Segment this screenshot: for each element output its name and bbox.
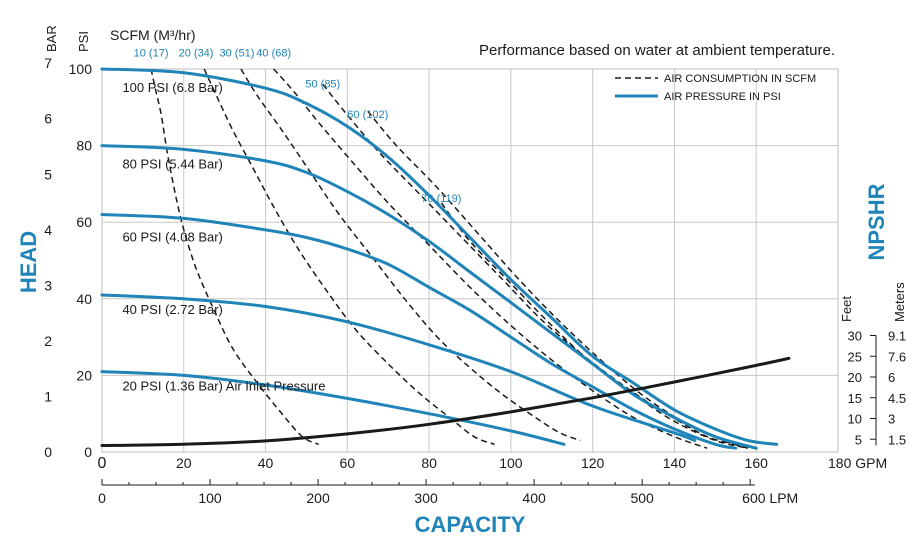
performance-note: Performance based on water at ambient te… bbox=[479, 42, 835, 59]
air-consumption-curve bbox=[367, 110, 749, 449]
x-lpm-tick-label: 600 LPM bbox=[742, 490, 798, 506]
y-bar-tick-label: 1 bbox=[44, 388, 52, 404]
y-psi-tick-label: 100 bbox=[69, 61, 93, 77]
air-consumption-curve bbox=[440, 202, 749, 449]
y-psi-tick-label: 60 bbox=[76, 214, 92, 230]
npshr-feet-tick-label: 20 bbox=[848, 370, 862, 385]
air-pressure-curve bbox=[100, 293, 697, 442]
pressure-label: 60 PSI (4.08 Bar) bbox=[122, 229, 222, 244]
pressure-curves bbox=[100, 67, 779, 450]
y-bar-tick-label: 6 bbox=[44, 111, 52, 127]
air-pressure-curve bbox=[100, 144, 758, 450]
x-lpm-tick-label: 0 bbox=[98, 490, 106, 506]
y-bar-tick-label: 0 bbox=[44, 444, 52, 460]
consumption-label: 50 (85) bbox=[305, 78, 340, 90]
air-pressure-curve bbox=[100, 67, 779, 446]
npshr-meters-header: Meters bbox=[892, 282, 907, 322]
curve-labels: 10 (17) 20 (34) 30 (51) 40 (68) 50 (85) 60 (1… bbox=[122, 48, 461, 394]
npshr-feet-header: Feet bbox=[839, 296, 854, 322]
y-psi-tick-label: 20 bbox=[76, 367, 92, 383]
consumption-label: 70 (119) bbox=[421, 193, 461, 205]
x-gpm-tick-label: 100 bbox=[499, 455, 523, 471]
npshr-meters-tick-label: 7.6 bbox=[888, 349, 906, 364]
bar-axis-header: BAR bbox=[44, 25, 59, 52]
npshr-meters-tick-label: 3 bbox=[888, 412, 895, 427]
grid bbox=[102, 69, 838, 452]
npshr-feet-tick-label: 10 bbox=[848, 412, 862, 427]
npshr-meters-tick-label: 4.5 bbox=[888, 391, 906, 406]
npshr-feet-tick-label: 15 bbox=[848, 391, 862, 406]
x-lpm-tick-label: 300 bbox=[414, 490, 438, 506]
y-axis-title: HEAD bbox=[16, 231, 41, 293]
npshr-feet-tick-label: 25 bbox=[848, 349, 862, 364]
npshr-scale: 5 1.5 10 3 15 4.5 20 6 25 7.6 30 9.1 bbox=[848, 329, 907, 448]
npshr-feet-tick-label: 5 bbox=[855, 432, 862, 447]
x-gpm-tick-label: 0 bbox=[98, 455, 107, 472]
y-bar-tick-label: 7 bbox=[44, 55, 52, 71]
plot-frame bbox=[101, 68, 839, 453]
y-bar-tick-label: 4 bbox=[44, 222, 52, 238]
pressure-label: 80 PSI (5.44 Bar) bbox=[122, 157, 222, 172]
consumption-label: 10 (17) bbox=[134, 48, 169, 60]
x-axis-title: CAPACITY bbox=[415, 512, 526, 537]
consumption-label: 30 (51) bbox=[220, 48, 255, 60]
y-psi-tick-label: 80 bbox=[76, 138, 92, 154]
y-psi-tick-label: 0 bbox=[84, 444, 92, 460]
x-lpm-tick-label: 400 bbox=[522, 490, 546, 506]
x-gpm-tick-label: 40 bbox=[258, 455, 274, 471]
x-lpm-tick-label: 500 bbox=[630, 490, 654, 506]
x-gpm-tick-label: 180 GPM bbox=[828, 455, 887, 471]
pressure-label: 100 PSI (6.8 Bar) bbox=[122, 80, 222, 95]
npshr-meters-tick-label: 6 bbox=[888, 370, 895, 385]
npshr-curve-line bbox=[100, 356, 791, 447]
air-pressure-curve bbox=[100, 213, 738, 450]
air-pressure-curve bbox=[100, 370, 566, 446]
npshr-feet-tick-label: 30 bbox=[848, 329, 862, 344]
npshr-curve bbox=[100, 356, 791, 447]
x-lpm-tick-label: 100 bbox=[198, 490, 222, 506]
x-gpm-tick-label: 140 bbox=[663, 455, 687, 471]
y-bar-tick-label: 2 bbox=[44, 333, 52, 349]
consumption-label: 20 (34) bbox=[179, 48, 214, 60]
air-consumption-curve bbox=[240, 68, 581, 442]
consumption-label: 60 (102) bbox=[347, 109, 388, 121]
pressure-label: 20 PSI (1.36 Bar) Air Inlet Pressure bbox=[122, 379, 325, 394]
psi-axis-header: PSI bbox=[76, 31, 91, 52]
x-lpm-tick-label: 200 bbox=[306, 490, 330, 506]
x-gpm-tick-label: 60 bbox=[340, 455, 356, 471]
scfm-header: SCFM (M³/hr) bbox=[110, 27, 196, 43]
legend-air-pressure: AIR PRESSURE IN PSI bbox=[664, 91, 781, 103]
npshr-meters-tick-label: 9.1 bbox=[888, 329, 906, 344]
air-consumption-curve bbox=[150, 68, 320, 445]
x-gpm-tick-label: 80 bbox=[421, 455, 437, 471]
consumption-label: 40 (68) bbox=[256, 48, 291, 60]
y-bar-tick-label: 3 bbox=[44, 277, 52, 293]
x-gpm-tick-label: 120 bbox=[581, 455, 605, 471]
y-bar-tick-label: 5 bbox=[44, 166, 52, 182]
legend: AIR CONSUMPTION IN SCFM AIR PRESSURE IN … bbox=[615, 73, 816, 103]
x-gpm-tick-label: 20 bbox=[176, 455, 192, 471]
pressure-label: 40 PSI (2.72 Bar) bbox=[122, 302, 222, 317]
npshr-meters-tick-label: 1.5 bbox=[888, 432, 906, 447]
y-psi-tick-label: 40 bbox=[76, 291, 92, 307]
x-gpm-tick-label: 160 bbox=[745, 455, 769, 471]
npshr-axis-title: NPSHR bbox=[864, 183, 889, 260]
legend-air-consumption: AIR CONSUMPTION IN SCFM bbox=[664, 73, 816, 85]
air-consumption-curve bbox=[273, 68, 708, 449]
